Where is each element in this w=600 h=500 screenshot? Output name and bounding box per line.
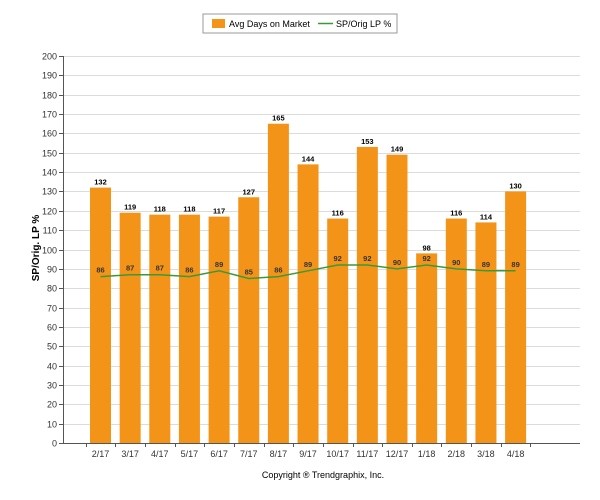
bar-data-label: 132 [94,178,107,187]
x-tick-label: 7/17 [240,449,258,459]
line-data-label: 87 [126,264,134,273]
x-tick-label: 4/17 [151,449,169,459]
y-tick-label: 0 [52,439,57,449]
bar [356,146,378,443]
line-data-label: 87 [156,264,164,273]
bar [505,191,527,443]
bar [386,154,408,443]
bar [416,253,438,443]
y-tick-label: 70 [47,304,57,314]
y-axis-title: SP/Orig. LP % [31,215,42,282]
line-data-label: 92 [334,254,342,263]
bar-data-label: 117 [213,207,225,216]
bar [475,222,497,443]
legend-label-line: SP/Orig LP % [336,19,391,29]
x-tick-label: 2/18 [448,449,466,459]
legend-swatch-bar [212,19,225,28]
y-tick-label: 80 [47,284,57,294]
bar [238,197,260,443]
line-data-label: 90 [452,258,460,267]
x-tick-label: 3/18 [477,449,495,459]
bar-data-label: 98 [422,243,430,252]
bar-data-label: 118 [183,205,195,214]
x-tick-label: 4/18 [507,449,525,459]
bar [119,212,141,443]
y-tick-label: 150 [42,149,57,159]
y-tick-label: 40 [47,362,57,372]
axis-layer: 0 10 20 30 40 50 60 70 80 90 100 110 120 130 140 150 160… [42,52,580,459]
y-tick-label: 90 [47,265,57,275]
bar-data-label: 153 [361,137,374,146]
y-tick-label: 120 [42,207,57,217]
y-tick-label: 110 [43,226,57,236]
bar [208,216,230,443]
line-data-label: 89 [215,260,223,269]
line-layer: 86 87 87 86 89 85 86 89 92 92 90 92 90 89 89 [96,254,520,280]
line-data-label: 86 [96,266,104,275]
line-data-label: 90 [393,258,401,267]
x-tick-label: 10/17 [326,449,349,459]
bar [267,123,289,443]
bar-data-label: 144 [302,154,315,163]
bar [445,218,467,443]
x-tick-label: 2/17 [92,449,110,459]
x-tick-label: 5/17 [181,449,199,459]
y-tick-label: 130 [42,187,57,197]
y-tick-label: 20 [47,400,57,410]
bar-data-label: 165 [272,114,285,123]
bar-data-label: 130 [509,181,522,190]
bar [90,187,111,443]
bar-data-label: 127 [242,187,255,196]
bar-data-label: 119 [124,203,136,212]
copyright-text: Copyright ® Trendgraphix, Inc. [262,470,384,480]
y-tick-label: 50 [47,342,57,352]
bar [327,218,349,443]
line-data-label: 89 [511,260,519,269]
x-tick-label: 8/17 [270,449,288,459]
line-data-label: 86 [185,266,193,275]
legend-box [202,13,398,34]
line-data-label: 89 [304,260,312,269]
bar-data-label: 149 [391,145,404,154]
y-tick-label: 100 [42,246,57,256]
bar-data-label: 116 [450,209,462,218]
y-tick-label: 190 [42,71,57,81]
y-tick-label: 180 [42,91,57,101]
x-tick-label: 11/17 [356,449,378,459]
bar-data-label: 116 [332,209,344,218]
legend-label-bar: Avg Days on Market [229,19,310,29]
y-tick-label: 10 [47,420,57,430]
bar [149,214,171,443]
line-data-label: 89 [482,260,490,269]
line-data-label: 85 [245,268,253,277]
y-tick-label: 140 [42,168,57,178]
bars-layer: 132 119 118 118 117 127 165 144 116 153 149 98 116 11… [90,114,527,444]
bar [178,214,200,443]
bar-data-label: 118 [154,205,166,214]
x-tick-label: 12/17 [386,449,409,459]
x-tick-label: 3/17 [121,449,139,459]
x-tick-label: 9/17 [299,449,317,459]
sp-orig-lp-line [100,264,516,280]
x-tick-label: 6/17 [210,449,228,459]
bar-data-label: 114 [480,212,493,221]
x-tick-label: 1/18 [418,449,436,459]
y-tick-label: 160 [42,129,57,139]
bar [297,164,319,444]
y-tick-label: 60 [47,323,57,333]
legend: Avg Days on Market SP/Orig LP % [202,13,398,34]
line-data-label: 92 [422,254,430,263]
line-data-label: 86 [274,266,282,275]
y-tick-label: 200 [42,52,57,62]
y-tick-label: 170 [42,110,57,120]
line-data-label: 92 [363,254,371,263]
y-tick-label: 30 [47,381,57,391]
